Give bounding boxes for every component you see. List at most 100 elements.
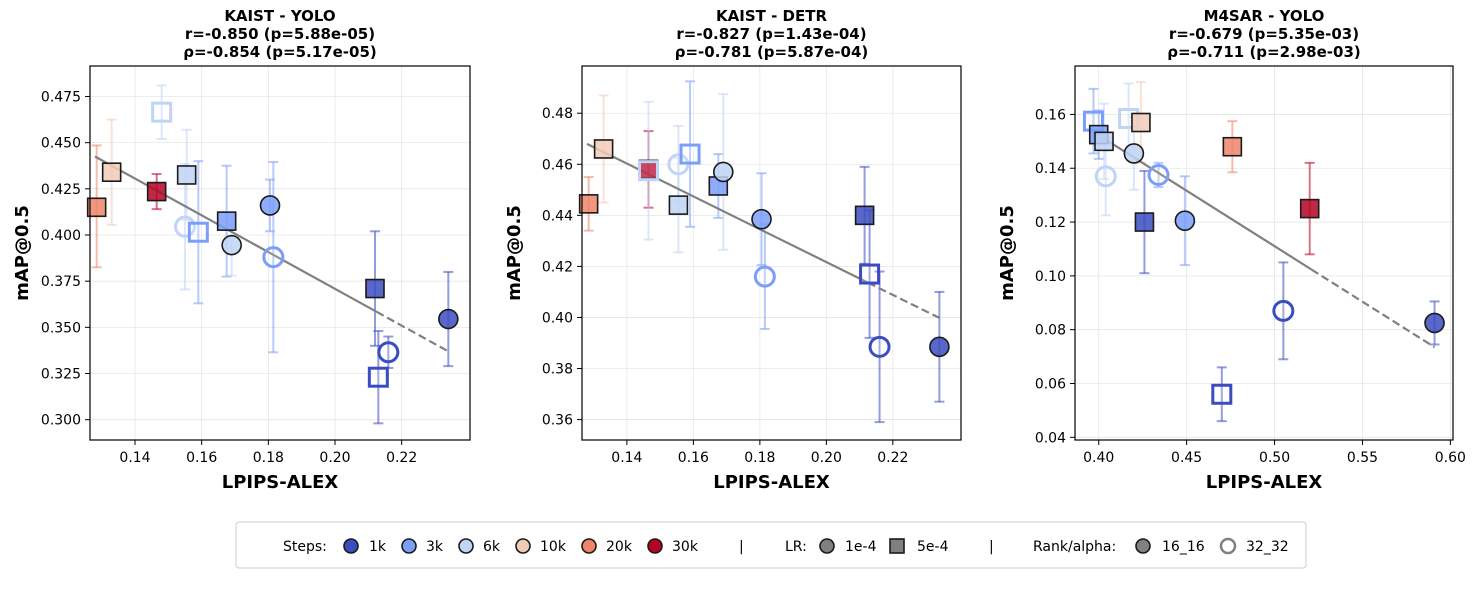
legend-step-30k-label: 30k [672, 539, 699, 555]
legend: Steps: 1k 3k 6k 10k 20k 30k | LR: 1e-4 5… [235, 521, 1307, 569]
legend-lr-1e-4-label: 1e-4 [845, 539, 877, 555]
x-tick-label: 0.18 [744, 450, 775, 466]
y-tick-label: 0.04 [1035, 430, 1066, 446]
chart-title-line: r=-0.827 (p=1.43e-04) [676, 25, 866, 43]
legend-step-1k-label: 1k [369, 539, 387, 555]
y-axis-label: mAP@0.5 [504, 205, 525, 301]
x-tick-label: 0.40 [1083, 450, 1114, 466]
x-axis-label: LPIPS-ALEX [1206, 472, 1323, 493]
legend-step-3k-marker [401, 538, 417, 554]
legend-rank-32_32-marker [1219, 537, 1237, 555]
data-point-square [679, 143, 701, 165]
data-point-circle [751, 208, 772, 230]
data-point-circle [1147, 163, 1170, 186]
fit-line-dashed [376, 310, 451, 354]
legend-rank-32_32-label: 32_32 [1246, 539, 1289, 555]
x-axis-label: LPIPS-ALEX [713, 472, 830, 493]
chart-title-line: KAIST - YOLO [224, 7, 335, 25]
data-point-circle [438, 308, 459, 330]
data-point-square [187, 221, 209, 243]
data-point-square [1211, 383, 1233, 405]
y-tick-label: 0.44 [542, 208, 573, 224]
data-point-square [1134, 212, 1155, 232]
x-tick-label: 0.50 [1259, 450, 1290, 466]
data-point-circle [377, 341, 400, 364]
chart-title-line: KAIST - DETR [716, 7, 827, 25]
data-point-circle [753, 265, 776, 288]
legend-step-20k-label: 20k [606, 539, 633, 555]
data-point-square [668, 195, 689, 215]
legend-step-1k-marker [343, 538, 359, 554]
legend-step-10k-label: 10k [540, 539, 567, 555]
x-tick-label: 0.16 [678, 450, 709, 466]
data-point-square [216, 211, 237, 231]
data-points [578, 139, 950, 358]
x-tick-label: 0.20 [319, 450, 350, 466]
data-point-circle [868, 335, 891, 358]
x-tick-label: 0.14 [119, 450, 150, 466]
legend-lr-5e-4-marker [889, 538, 905, 554]
y-tick-label: 0.12 [1035, 215, 1066, 231]
y-tick-label: 0.350 [41, 320, 81, 336]
chart-title-line: r=-0.850 (p=5.88e-05) [185, 25, 375, 43]
y-tick-label: 0.450 [41, 136, 81, 152]
y-tick-label: 0.425 [41, 182, 81, 198]
y-axis-label: mAP@0.5 [12, 205, 33, 301]
data-point-square [1094, 131, 1114, 152]
error-bars [583, 80, 945, 424]
y-tick-label: 0.300 [41, 413, 81, 429]
data-point-square [86, 197, 107, 218]
data-point-circle [1272, 299, 1295, 322]
plot-frame [1074, 65, 1454, 441]
legend-steps-label: Steps: [283, 539, 327, 555]
data-point-circle [1424, 312, 1445, 334]
chart-title-line: r=-0.679 (p=5.35e-03) [1169, 25, 1359, 43]
data-point-square [854, 205, 875, 226]
data-point-circle [712, 161, 734, 183]
y-tick-label: 0.36 [542, 413, 573, 429]
y-tick-label: 0.46 [542, 157, 573, 173]
y-tick-label: 0.375 [41, 274, 81, 290]
legend-lr-label: LR: [785, 539, 807, 555]
data-point-circle [929, 336, 950, 358]
data-point-circle [262, 246, 285, 269]
data-point-square [176, 165, 197, 185]
x-tick-label: 0.14 [611, 450, 642, 466]
legend-step-30k-marker [647, 538, 663, 554]
data-point-square [593, 139, 614, 159]
y-tick-label: 0.14 [1035, 161, 1066, 177]
error-bars [1088, 81, 1440, 423]
y-axis-label: mAP@0.5 [997, 205, 1018, 301]
x-tick-label: 0.45 [1171, 450, 1202, 466]
data-point-square [637, 160, 659, 182]
legend-step-20k-marker [581, 538, 597, 554]
legend-rank-label: Rank/alpha: [1033, 539, 1116, 555]
data-point-square [1131, 112, 1151, 133]
y-tick-label: 0.38 [542, 362, 573, 378]
plot-frame [89, 65, 471, 441]
fit-line-dashed [867, 281, 942, 320]
chart-title-line: ρ=-0.854 (p=5.17e-05) [183, 43, 377, 61]
chart-title-line: ρ=-0.711 (p=2.98e-03) [1167, 43, 1361, 61]
fit-line-solid [586, 142, 869, 284]
legend-separator: | [989, 539, 994, 555]
data-point-circle [1094, 165, 1117, 188]
chart-title-line: ρ=-0.781 (p=5.87e-04) [675, 43, 869, 61]
legend-step-10k-marker [515, 538, 531, 554]
legend-separator: | [739, 539, 744, 555]
legend-rank-16_16-marker [1135, 538, 1151, 554]
x-tick-label: 0.22 [386, 450, 417, 466]
data-point-circle [1123, 143, 1145, 164]
y-tick-label: 0.42 [542, 259, 573, 275]
x-tick-label: 0.60 [1435, 450, 1466, 466]
data-point-square [101, 162, 122, 182]
legend-lr-1e-4-marker [819, 538, 835, 554]
y-tick-label: 0.40 [542, 310, 573, 326]
y-tick-label: 0.325 [41, 367, 81, 383]
fit-line-dashed [1310, 268, 1436, 349]
data-point-circle [221, 234, 242, 256]
legend-step-3k-label: 3k [426, 539, 444, 555]
data-points [1082, 107, 1445, 405]
